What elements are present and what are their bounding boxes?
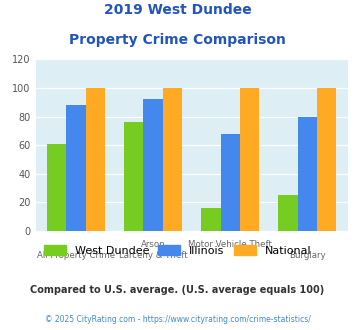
- Bar: [240, 88, 259, 231]
- Bar: [66, 105, 86, 231]
- Text: All Property Crime: All Property Crime: [37, 251, 115, 260]
- Text: Burglary: Burglary: [289, 251, 326, 260]
- Bar: [220, 134, 240, 231]
- Bar: [143, 99, 163, 231]
- Bar: [163, 88, 182, 231]
- Text: Property Crime Comparison: Property Crime Comparison: [69, 33, 286, 47]
- Text: © 2025 CityRating.com - https://www.cityrating.com/crime-statistics/: © 2025 CityRating.com - https://www.city…: [45, 315, 310, 324]
- Bar: [298, 116, 317, 231]
- Text: 2019 West Dundee: 2019 West Dundee: [104, 3, 251, 17]
- Text: Larceny & Theft: Larceny & Theft: [119, 251, 187, 260]
- Legend: West Dundee, Illinois, National: West Dundee, Illinois, National: [44, 245, 311, 256]
- Text: Arson: Arson: [141, 240, 165, 248]
- Bar: [201, 208, 220, 231]
- Bar: [47, 144, 66, 231]
- Bar: [317, 88, 336, 231]
- Bar: [278, 195, 298, 231]
- Text: Motor Vehicle Theft: Motor Vehicle Theft: [189, 240, 272, 248]
- Bar: [124, 122, 143, 231]
- Text: Compared to U.S. average. (U.S. average equals 100): Compared to U.S. average. (U.S. average …: [31, 285, 324, 295]
- Bar: [86, 88, 105, 231]
